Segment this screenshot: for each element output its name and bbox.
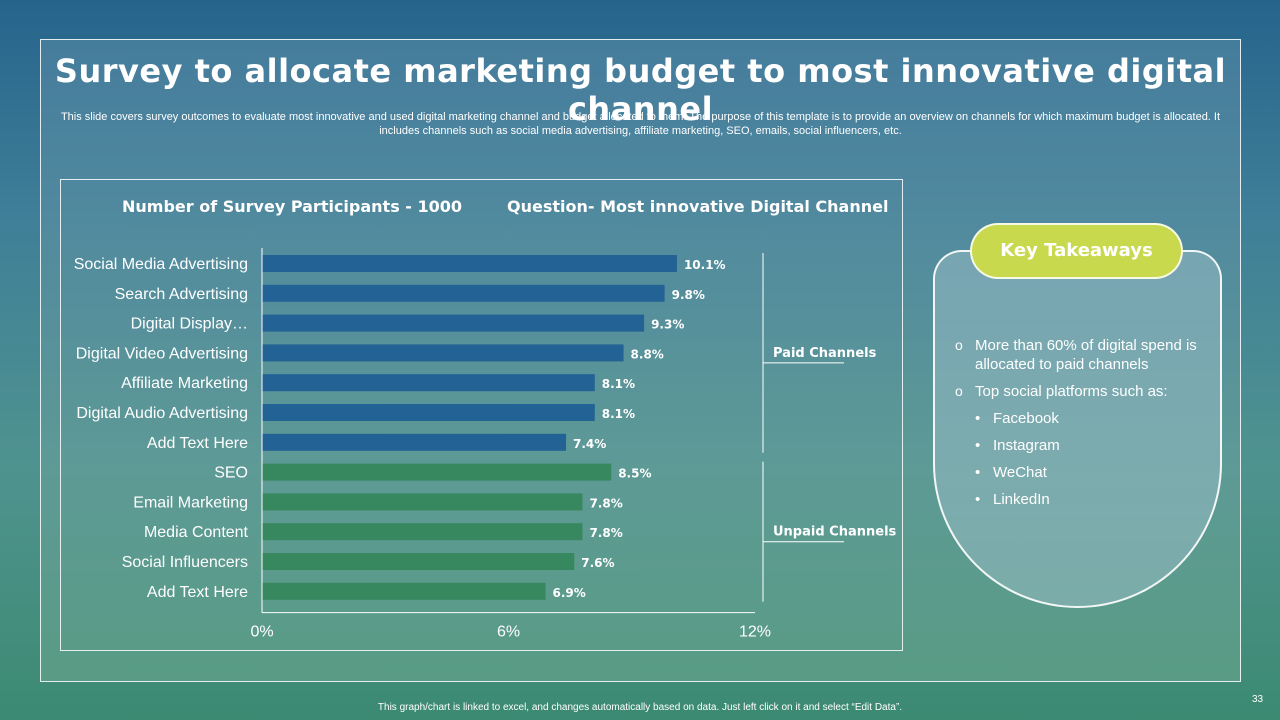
page-number: 33 bbox=[1252, 694, 1264, 705]
bar bbox=[262, 374, 595, 392]
bar bbox=[262, 404, 595, 421]
page-title: Survey to allocate marketing budget to m… bbox=[54, 52, 1227, 128]
category-label: Digital Display… bbox=[131, 316, 248, 333]
data-label: 7.6% bbox=[581, 556, 614, 570]
dot-bullet-icon: • bbox=[975, 464, 981, 481]
platform-item: • WeChat bbox=[955, 463, 1215, 482]
paid-channels-label: Paid Channels bbox=[773, 346, 877, 361]
data-label: 8.1% bbox=[602, 407, 635, 421]
x-tick-label: 6% bbox=[497, 624, 520, 641]
key-takeaways-list: o More than 60% of digital spend is allo… bbox=[955, 336, 1215, 517]
category-label: Email Marketing bbox=[133, 494, 248, 511]
bar bbox=[262, 463, 612, 481]
dot-bullet-icon: • bbox=[975, 437, 981, 454]
data-label: 10.1% bbox=[684, 258, 726, 272]
data-label: 6.9% bbox=[552, 586, 585, 600]
chart-header-participants: Number of Survey Participants - 1000 bbox=[122, 197, 462, 216]
platform-label: WeChat bbox=[993, 464, 1047, 481]
bar-chart[interactable]: Number of Survey Participants - 1000 Ques… bbox=[61, 180, 904, 652]
data-label: 8.8% bbox=[631, 347, 664, 361]
takeaway-text: Top social platforms such as: bbox=[975, 383, 1168, 400]
key-takeaways-heading: Key Takeaways bbox=[970, 223, 1183, 279]
data-label: 7.8% bbox=[589, 526, 622, 540]
data-label: 7.8% bbox=[589, 496, 622, 510]
page-subtitle: This slide covers survey outcomes to eva… bbox=[60, 111, 1221, 137]
category-label: Social Media Advertising bbox=[74, 256, 248, 273]
x-tick-label: 0% bbox=[250, 624, 273, 641]
dot-bullet-icon: • bbox=[975, 491, 981, 508]
bar bbox=[262, 433, 567, 451]
category-label: SEO bbox=[214, 465, 248, 482]
bar bbox=[262, 582, 546, 600]
platform-item: • LinkedIn bbox=[955, 490, 1215, 509]
takeaway-item: o Top social platforms such as: bbox=[955, 382, 1215, 401]
bar bbox=[262, 493, 583, 511]
chart-panel[interactable]: Number of Survey Participants - 1000 Ques… bbox=[60, 179, 903, 651]
data-label: 9.8% bbox=[672, 288, 705, 302]
data-label: 9.3% bbox=[651, 318, 684, 332]
bar bbox=[262, 344, 624, 362]
takeaway-text: More than 60% of digital spend is alloca… bbox=[975, 337, 1197, 373]
category-label: Add Text Here bbox=[147, 435, 248, 452]
bar bbox=[262, 553, 575, 570]
platform-label: Instagram bbox=[993, 437, 1060, 454]
category-label: Affiliate Marketing bbox=[121, 375, 248, 392]
category-label: Digital Video Advertising bbox=[76, 345, 248, 362]
bar bbox=[262, 284, 665, 302]
category-label: Digital Audio Advertising bbox=[76, 405, 248, 422]
category-label: Social Influencers bbox=[122, 554, 248, 571]
platform-label: Facebook bbox=[993, 410, 1059, 427]
category-label: Add Text Here bbox=[147, 584, 248, 601]
key-takeaways-card bbox=[933, 250, 1222, 608]
dot-bullet-icon: • bbox=[975, 410, 981, 427]
bar bbox=[262, 255, 677, 272]
bar bbox=[262, 314, 645, 332]
platform-label: LinkedIn bbox=[993, 491, 1050, 508]
data-label: 8.5% bbox=[618, 467, 651, 481]
data-label: 7.4% bbox=[573, 437, 606, 451]
category-label: Search Advertising bbox=[115, 286, 248, 303]
x-tick-label: 12% bbox=[739, 624, 771, 641]
platform-item: • Facebook bbox=[955, 409, 1215, 428]
platform-item: • Instagram bbox=[955, 436, 1215, 455]
chart-header-question: Question- Most innovative Digital Channe… bbox=[507, 197, 888, 216]
circle-bullet-icon: o bbox=[955, 337, 963, 353]
unpaid-channels-label: Unpaid Channels bbox=[773, 525, 897, 540]
data-label: 8.1% bbox=[602, 377, 635, 391]
circle-bullet-icon: o bbox=[955, 383, 963, 399]
bar bbox=[262, 523, 583, 541]
category-label: Media Content bbox=[144, 524, 249, 541]
takeaway-item: o More than 60% of digital spend is allo… bbox=[955, 336, 1215, 374]
footnote: This graph/chart is linked to excel, and… bbox=[377, 702, 903, 713]
